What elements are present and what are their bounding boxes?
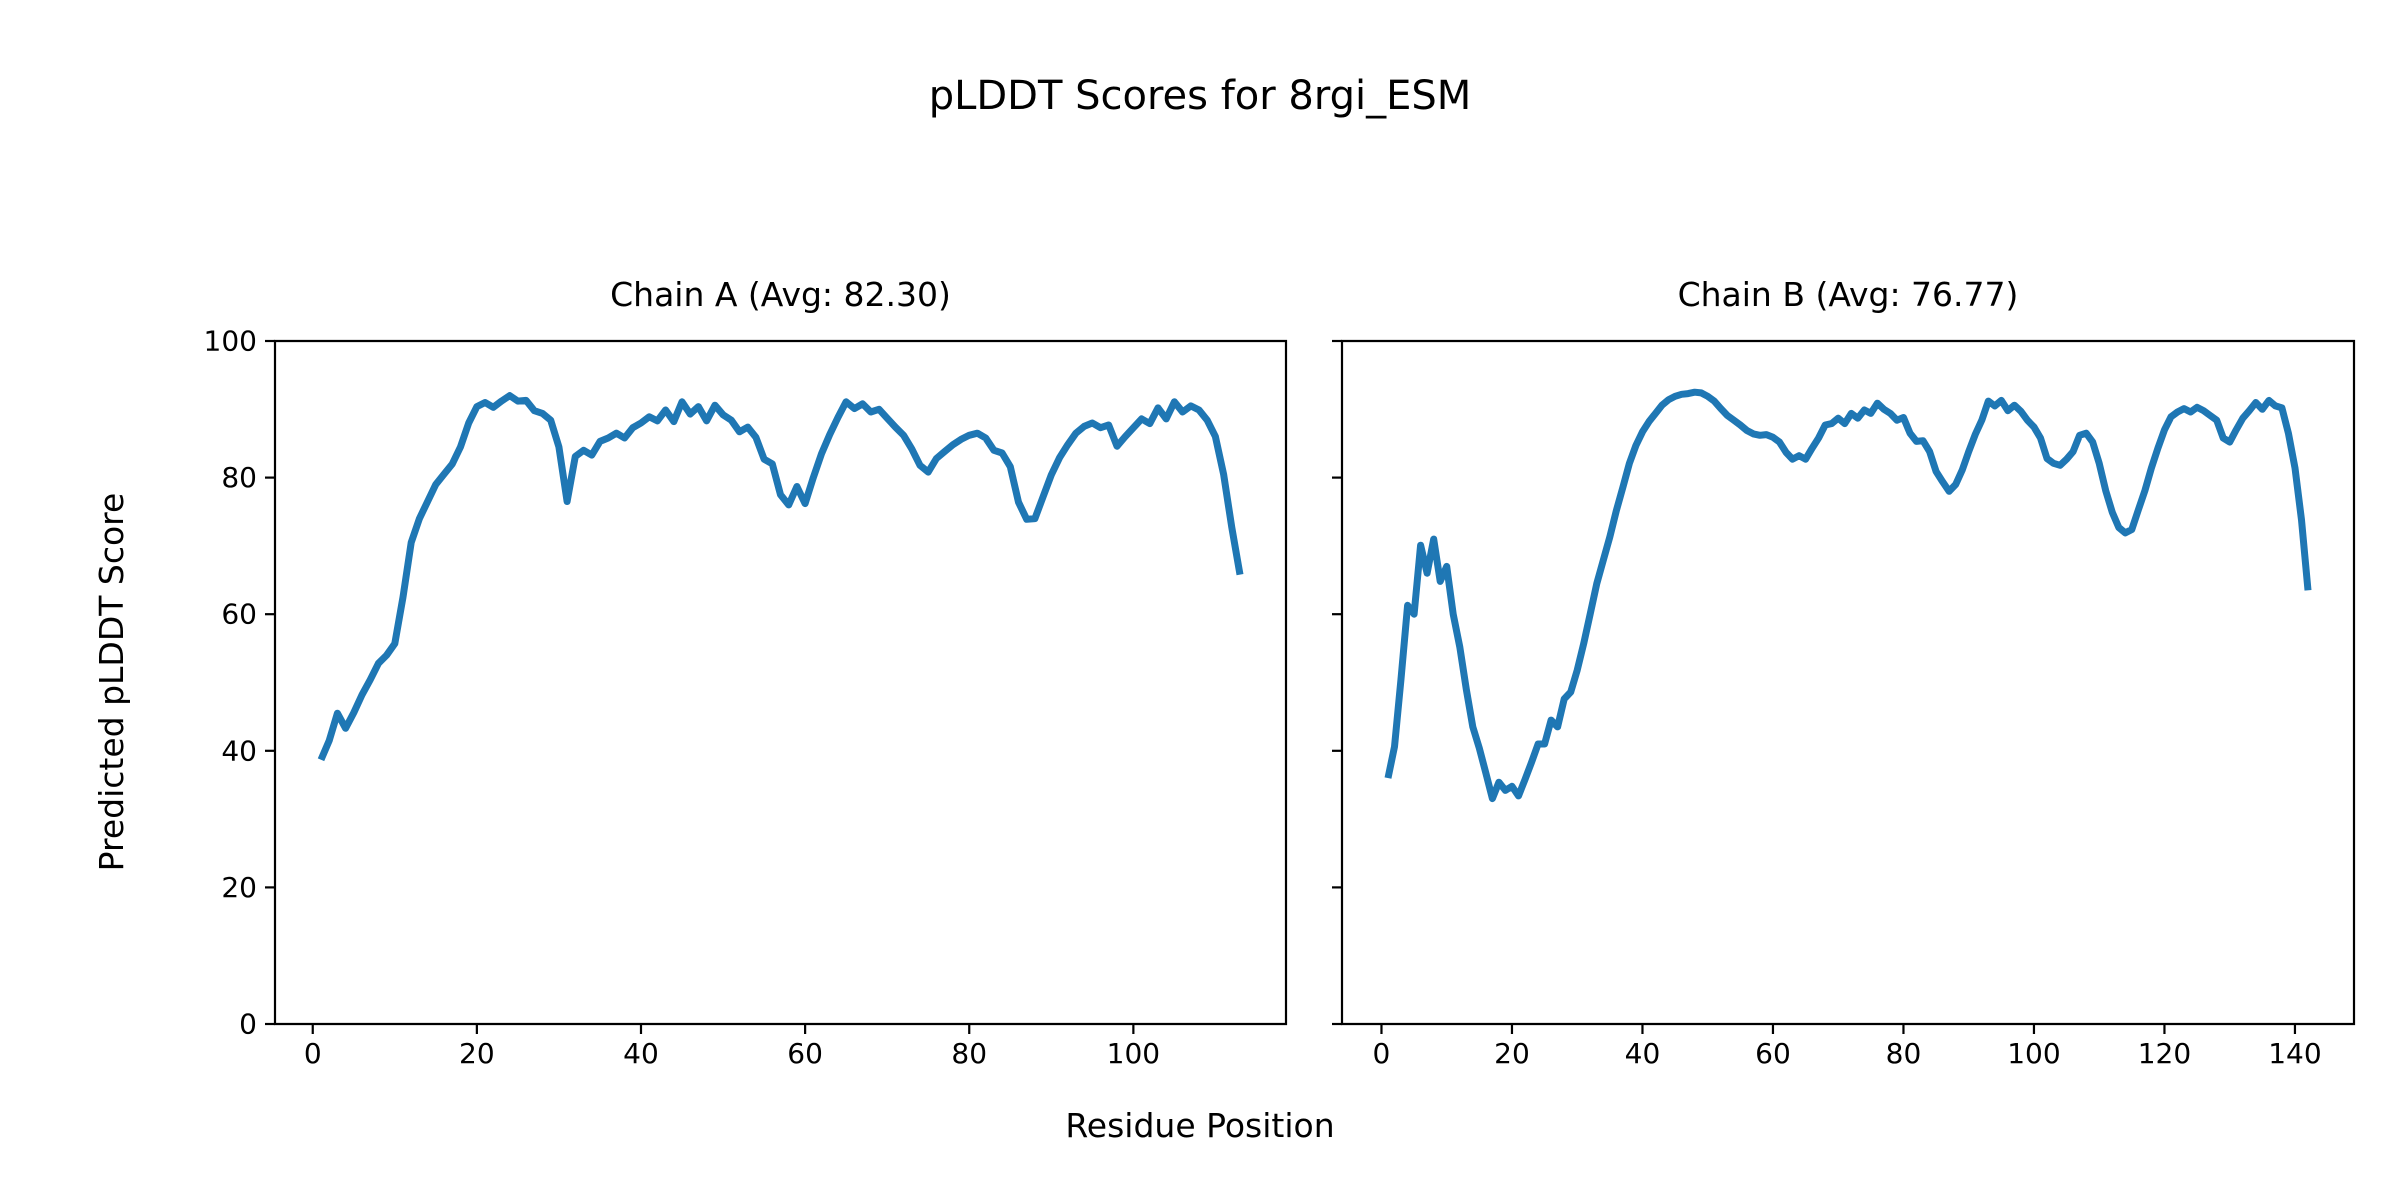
x-axis-label: Residue Position xyxy=(1065,1106,1335,1145)
x-tick-label: 40 xyxy=(1625,1037,1661,1070)
y-tick-label: 20 xyxy=(221,871,257,904)
y-tick-label: 40 xyxy=(221,734,257,767)
x-tick-label: 140 xyxy=(2268,1037,2321,1070)
y-tick-label: 60 xyxy=(221,598,257,631)
plddt-line-chain-a xyxy=(317,392,1244,762)
x-tick-label: 0 xyxy=(304,1037,322,1070)
x-tick-label: 20 xyxy=(1494,1037,1530,1070)
x-tick-label: 120 xyxy=(2138,1037,2191,1070)
x-tick-label: 80 xyxy=(951,1037,987,1070)
y-tick-label: 80 xyxy=(221,461,257,494)
y-tick-label: 100 xyxy=(204,325,257,358)
subplot-b-title: Chain B (Avg: 76.77) xyxy=(1677,275,2019,314)
figure-title: pLDDT Scores for 8rgi_ESM xyxy=(928,73,1472,119)
axes-spines xyxy=(273,339,1288,1026)
x-tick-label: 80 xyxy=(1886,1037,1922,1070)
y-tick-label: 0 xyxy=(239,1008,257,1041)
x-tick-label: 0 xyxy=(1373,1037,1391,1070)
x-tick-label: 100 xyxy=(1107,1037,1160,1070)
x-tick-label: 100 xyxy=(2007,1037,2060,1070)
x-tick-label: 60 xyxy=(787,1037,823,1070)
axes-spines xyxy=(1340,339,2356,1026)
subplot-a-title: Chain A (Avg: 82.30) xyxy=(610,275,951,314)
plddt-line-chain-b xyxy=(1384,388,2312,803)
x-tick-label: 20 xyxy=(459,1037,495,1070)
x-tick-label: 60 xyxy=(1755,1037,1791,1070)
x-tick-label: 40 xyxy=(623,1037,659,1070)
